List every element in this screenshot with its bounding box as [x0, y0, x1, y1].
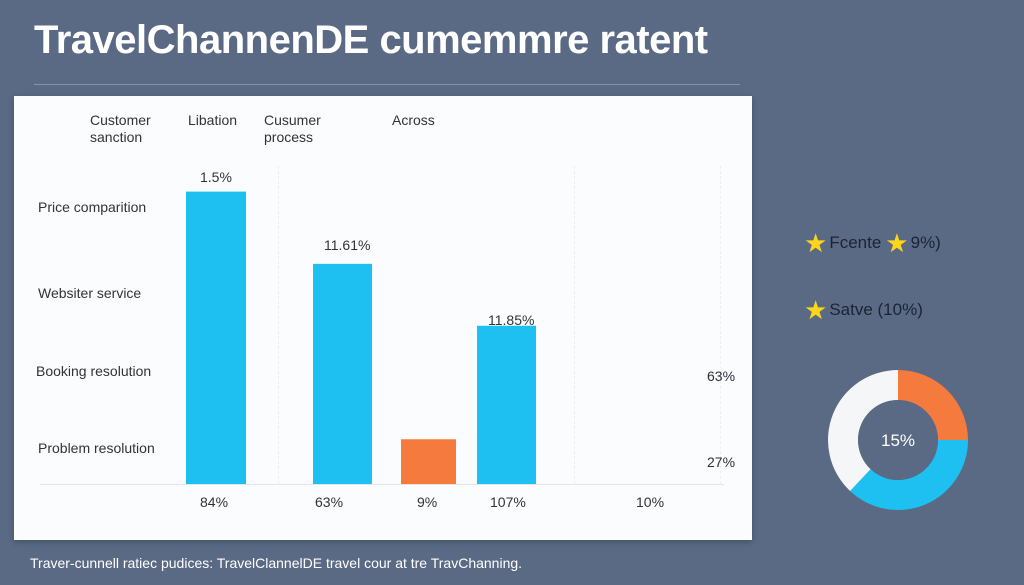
grid-line	[574, 166, 576, 484]
bar-value-label-2: 11.61%	[324, 237, 371, 253]
legend-item-2: ★ Satve (10%)	[804, 297, 923, 323]
row-label-3: Booking resolution	[36, 363, 152, 379]
bottom-label-3: 9%	[417, 494, 438, 510]
bar-value-label-1: 1.5%	[200, 169, 232, 185]
grid-line	[720, 166, 722, 484]
column-header-4: Across	[392, 112, 435, 128]
legend-label-2: Satve (10%)	[829, 300, 923, 319]
legend-label-1: Fcente	[829, 233, 882, 252]
bottom-label-5: 10%	[636, 494, 665, 510]
bar-2	[313, 263, 372, 484]
column-header-1: Customer sanction	[90, 112, 151, 145]
legend-suffix-1: 9%)	[910, 233, 941, 252]
column-header-3: Cusumer process	[264, 112, 321, 145]
chart-title: TravelChannenDE cumemmre ratent	[34, 18, 708, 62]
bottom-label-2: 63%	[315, 494, 344, 510]
star-icon: ★	[804, 295, 828, 325]
donut-slice-2	[850, 440, 968, 510]
title-divider	[34, 84, 740, 85]
bar-4	[477, 325, 536, 484]
bottom-label-1: 84%	[200, 494, 229, 510]
bar-plot-area	[186, 191, 536, 484]
star-icon: ★	[804, 228, 828, 258]
bar-value-label-4: 11.85%	[488, 312, 535, 328]
donut-chart: 15%	[828, 370, 968, 510]
donut-outer-label-1: 63%	[707, 368, 736, 384]
bottom-label-4: 107%	[490, 494, 526, 510]
x-axis-baseline	[40, 484, 724, 485]
donut-center-label: 15%	[881, 431, 915, 450]
bar-3	[401, 439, 456, 484]
donut-outer-label-2: 27%	[707, 454, 736, 470]
donut-hole	[858, 400, 938, 480]
grid-line	[278, 166, 280, 484]
row-label-2: Websiter service	[38, 285, 142, 301]
donut-slice-1	[898, 370, 968, 440]
legend-item-1: ★ Fcente ★ 9%)	[804, 230, 941, 256]
row-label-1: Price comparition	[38, 199, 147, 215]
row-label-4: Problem resolution	[38, 440, 155, 456]
bar-1	[186, 191, 246, 484]
column-header-2: Libation	[188, 112, 238, 128]
footer-caption: Traver-cunnell ratiec pudices: TravelCla…	[30, 555, 523, 571]
bar-chart-panel: Customer sanction Libation Cusumer proce…	[14, 96, 752, 540]
star-icon: ★	[885, 228, 909, 258]
donut-slice-3	[828, 370, 898, 492]
